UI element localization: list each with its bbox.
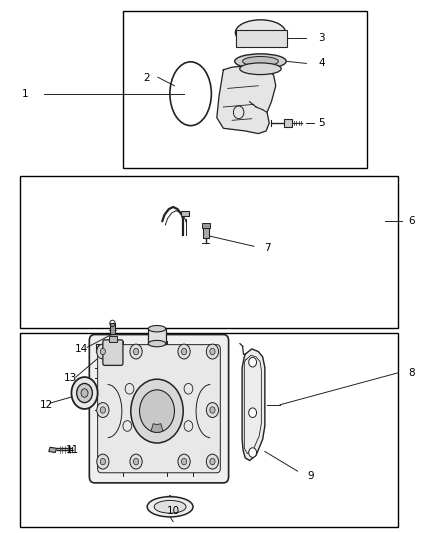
FancyBboxPatch shape — [89, 335, 229, 483]
FancyBboxPatch shape — [98, 345, 220, 473]
Circle shape — [100, 458, 106, 465]
Text: 12: 12 — [40, 400, 53, 410]
Text: 10: 10 — [166, 506, 180, 516]
Circle shape — [249, 408, 257, 417]
Bar — [201, 223, 210, 228]
Circle shape — [206, 402, 219, 417]
Text: 14: 14 — [75, 344, 88, 354]
Text: 7: 7 — [264, 243, 270, 253]
Text: 4: 4 — [318, 59, 325, 68]
Text: 2: 2 — [144, 73, 150, 83]
Ellipse shape — [243, 56, 279, 66]
Ellipse shape — [148, 326, 166, 332]
FancyBboxPatch shape — [103, 340, 123, 366]
Circle shape — [210, 458, 215, 465]
Circle shape — [140, 390, 174, 432]
Circle shape — [206, 454, 219, 469]
Wedge shape — [151, 424, 163, 432]
Circle shape — [134, 458, 139, 465]
Text: 13: 13 — [64, 373, 77, 383]
Text: 1: 1 — [21, 88, 28, 99]
Bar — [180, 211, 189, 216]
Circle shape — [206, 344, 219, 359]
Text: 8: 8 — [408, 368, 414, 378]
Bar — [20, 333, 398, 527]
Circle shape — [210, 349, 215, 355]
Bar — [203, 228, 208, 238]
Circle shape — [130, 454, 142, 469]
Circle shape — [181, 458, 187, 465]
Circle shape — [100, 349, 106, 355]
Bar — [236, 30, 287, 47]
Bar — [123, 11, 367, 168]
Circle shape — [249, 358, 257, 367]
Ellipse shape — [154, 500, 186, 513]
Ellipse shape — [235, 54, 286, 69]
Circle shape — [178, 344, 190, 359]
Text: 9: 9 — [307, 472, 314, 481]
Circle shape — [97, 454, 109, 469]
Polygon shape — [49, 447, 57, 453]
Bar — [110, 324, 115, 334]
Circle shape — [131, 379, 183, 443]
Circle shape — [134, 349, 139, 355]
Bar — [20, 176, 398, 328]
Text: 6: 6 — [408, 216, 414, 227]
Polygon shape — [217, 66, 276, 134]
Ellipse shape — [148, 341, 166, 347]
Circle shape — [130, 344, 142, 359]
Circle shape — [249, 448, 257, 457]
Text: 11: 11 — [66, 445, 79, 455]
Text: 3: 3 — [318, 33, 325, 43]
Circle shape — [181, 349, 187, 355]
Circle shape — [100, 407, 106, 413]
Circle shape — [178, 454, 190, 469]
Circle shape — [77, 383, 92, 402]
Circle shape — [81, 389, 88, 397]
Bar — [148, 329, 166, 344]
Circle shape — [97, 344, 109, 359]
Ellipse shape — [147, 497, 193, 517]
Polygon shape — [284, 119, 292, 127]
Ellipse shape — [240, 63, 281, 75]
Circle shape — [210, 407, 215, 413]
Circle shape — [97, 402, 109, 417]
Text: 5: 5 — [318, 118, 325, 128]
Polygon shape — [242, 349, 265, 461]
Circle shape — [71, 377, 98, 409]
Bar — [109, 336, 117, 342]
Ellipse shape — [235, 20, 286, 45]
